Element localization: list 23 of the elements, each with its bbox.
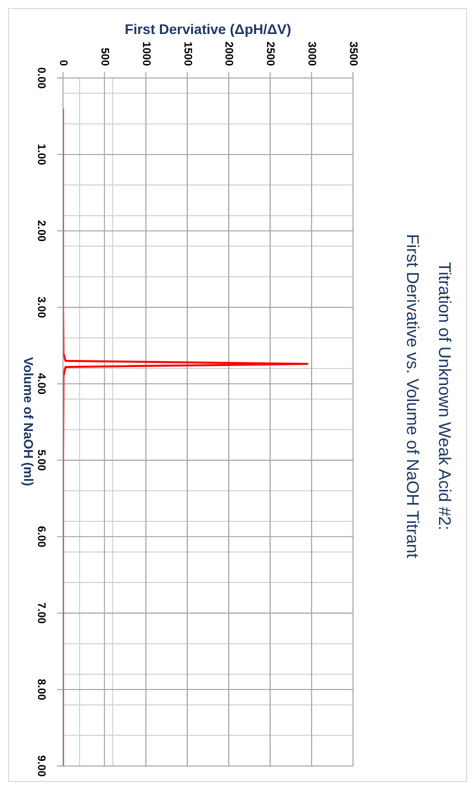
x-tick-label: 2500 — [264, 42, 276, 66]
x-tick-label: 1000 — [140, 42, 152, 66]
y-tick-label: 5.00 — [35, 450, 47, 471]
y-tick-label: 3.00 — [35, 296, 47, 318]
x-tick-label: 3000 — [306, 42, 318, 66]
y-tick-label: 8.00 — [35, 678, 47, 700]
y-tick-label: 1.00 — [35, 144, 47, 166]
x-tick-label: 1500 — [181, 42, 194, 66]
line-series — [63, 108, 308, 766]
x-tick-label: 500 — [98, 48, 110, 66]
x-tick-label: 2000 — [222, 42, 235, 66]
y-tick-label: 7.00 — [35, 602, 47, 624]
text: First Derivative vs. Volume of NaOH Titrant — [402, 232, 422, 560]
y-tick-label: 2.00 — [35, 220, 47, 242]
y-tick-label: 6.00 — [35, 526, 47, 548]
y-tick-label: 0.00 — [35, 67, 47, 89]
text: Titration of Unknown Weak Acid #2: — [434, 260, 454, 532]
y-axis-title: Volume of NaOH (ml) — [21, 356, 36, 489]
x-axis-title: First Derviative (ΔpH/ΔV) — [124, 21, 292, 37]
x-tick-label: 3500 — [347, 42, 359, 66]
y-tick-label: 4.00 — [35, 373, 47, 394]
y-tick-label: 9.00 — [35, 755, 47, 777]
x-tick-label: 0 — [57, 60, 69, 66]
